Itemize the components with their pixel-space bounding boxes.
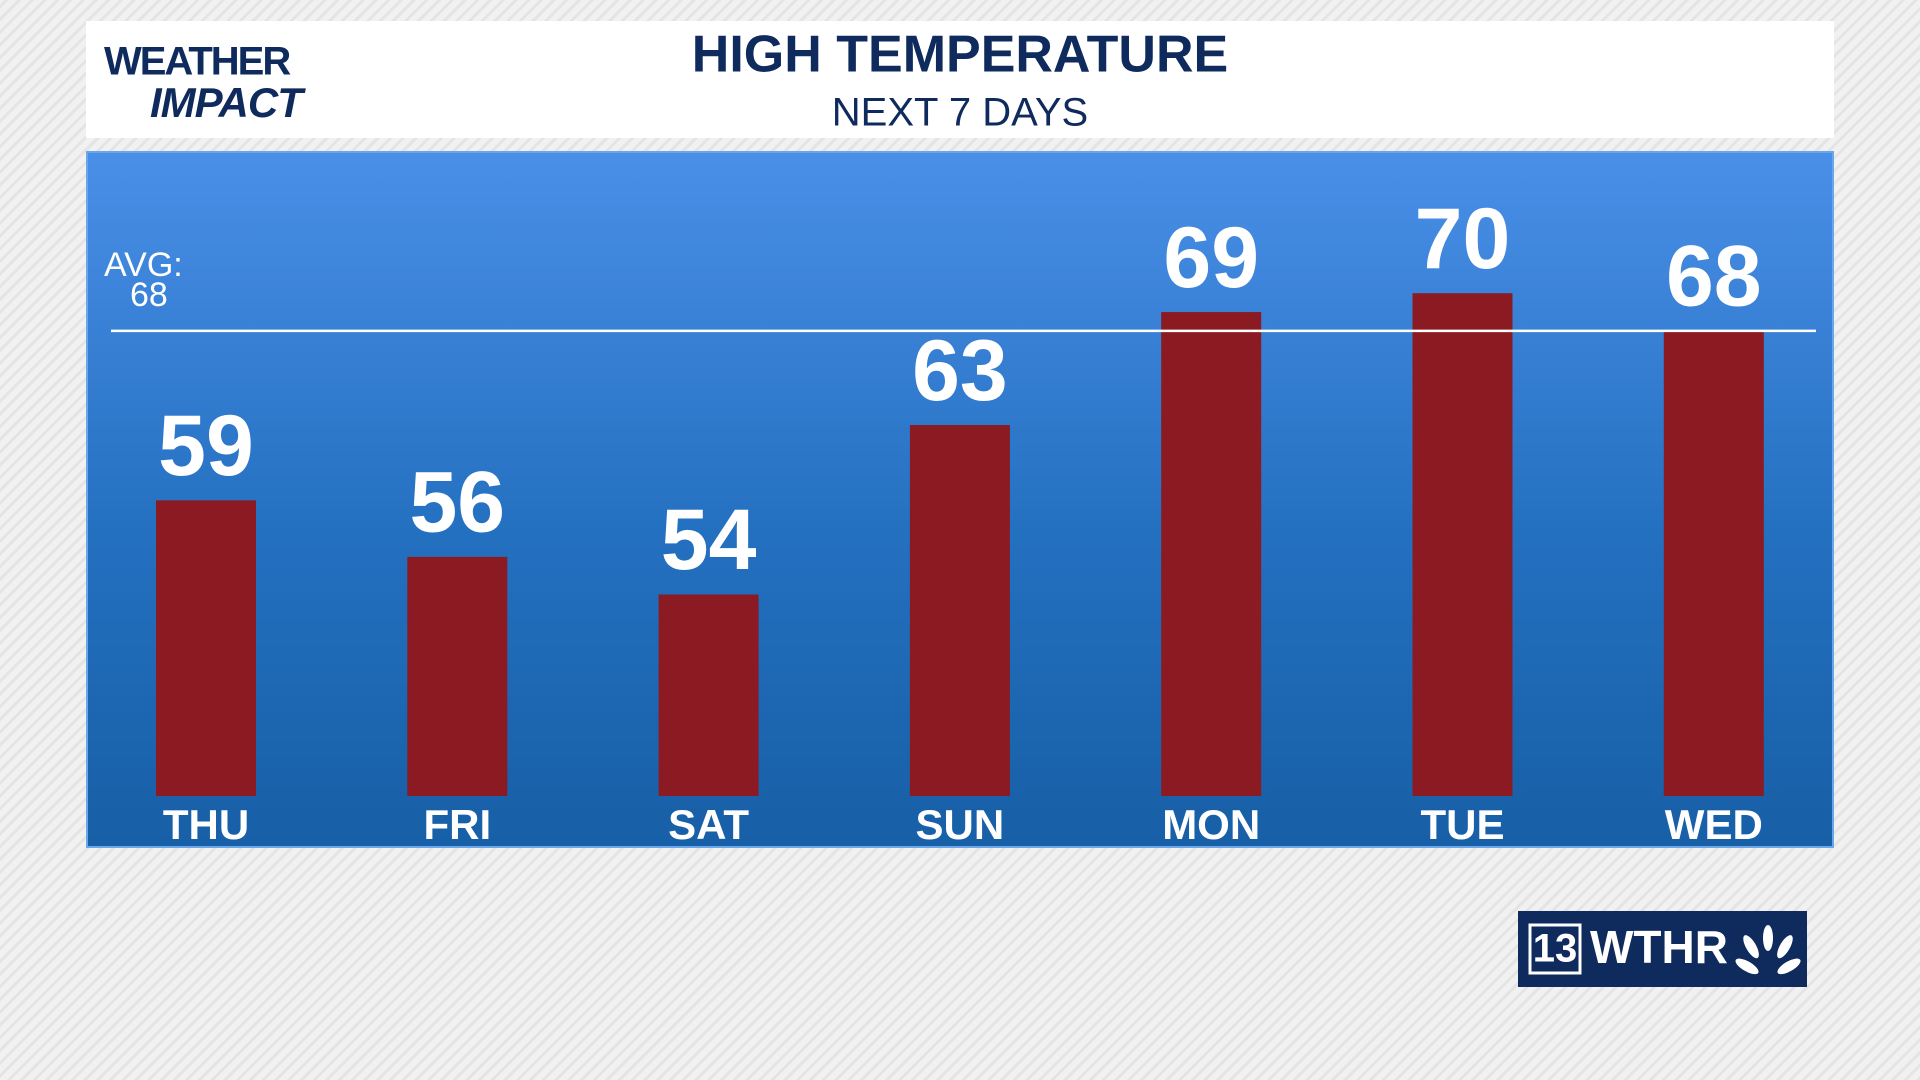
value-label: 70 [1415,191,1511,287]
value-label: 54 [661,492,757,588]
station-number-box [1528,923,1582,975]
average-label: AVG: [104,246,183,284]
value-label: 69 [1163,210,1259,306]
day-label: TUE [1421,801,1505,848]
bar [909,425,1010,796]
day-label: THU [163,801,249,848]
value-label: 56 [409,455,505,551]
day-label: SUN [916,801,1005,848]
bar [1161,312,1262,796]
bar [1663,330,1764,796]
station-name: WTHR [1590,921,1728,973]
logo-line2: IMPACT [150,79,306,126]
chart-subtitle: NEXT 7 DAYS [832,91,1088,135]
bar [156,500,256,796]
day-label: SAT [668,801,749,848]
bar [658,594,759,796]
value-label: 63 [912,323,1008,419]
value-label: 68 [1666,229,1762,325]
average-value: 68 [130,276,168,314]
bar [1412,293,1513,796]
day-label: WED [1665,801,1763,848]
header-box [86,21,1834,138]
plot: 59THU56FRI54SAT63SUN69MON70TUE68WEDAVG:6… [104,191,1816,848]
logo-line1: WEATHER [104,40,291,84]
day-label: FRI [423,801,491,848]
value-label: 59 [158,398,254,494]
station-number: 13 [1533,927,1578,971]
peacock-icon [1735,925,1801,975]
bar [407,556,508,796]
chart-title: HIGH TEMPERATURE [692,26,1228,84]
day-label: MON [1162,801,1260,848]
